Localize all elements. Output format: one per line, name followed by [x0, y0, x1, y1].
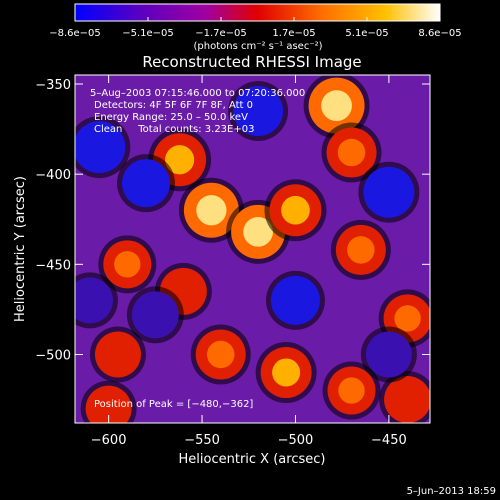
image-blob-core	[374, 178, 403, 207]
y-tick-label: −450	[35, 258, 71, 273]
annotation-energy-range: Energy Range: 25.0 – 50.0 keV	[94, 112, 248, 123]
colorbar	[74, 3, 441, 22]
image-blob-core	[338, 377, 365, 404]
colorbar-ticks: −8.6e−05 −5.1e−05 −1.7e−05 1.7e−05 5.1e−05 8.…	[49, 17, 462, 39]
y-tick-label: −400	[35, 168, 71, 183]
image-blob-core	[77, 287, 103, 314]
image-blob-core	[394, 386, 421, 413]
image-blob-core	[114, 251, 141, 278]
x-tick-label: −450	[371, 433, 407, 448]
x-tick-label: −600	[91, 433, 127, 448]
image-blob-core	[84, 132, 114, 162]
image-blob-core	[244, 97, 272, 125]
colorbar-tick-label: 8.6e−05	[418, 28, 461, 39]
image-blob-core	[105, 341, 131, 368]
colorbar-tick-label: 1.7e−05	[272, 28, 315, 39]
axes: −600 −550 −500 −450 −350 −400 −450 −500	[35, 75, 430, 448]
colorbar-tick-label: −8.6e−05	[49, 28, 101, 39]
y-tick-label: −500	[35, 348, 71, 363]
peak-position-label: Position of Peak = [−480,−362]	[94, 399, 253, 410]
colorbar-tick-label: −5.1e−05	[122, 28, 174, 39]
y-tick-label: −350	[35, 78, 71, 93]
image-blobs	[75, 75, 430, 423]
image-blob-core	[206, 340, 235, 369]
y-axis-label: Heliocentric Y (arcsec)	[13, 176, 28, 322]
image-blob-core	[196, 195, 227, 226]
image-blob-core	[337, 138, 366, 167]
annotation-detectors: Detectors: 4F 5F 6F 7F 8F, Att 0	[94, 100, 253, 111]
image-blob-core	[243, 217, 273, 247]
image-blob-core	[95, 395, 122, 422]
image-blob-core	[394, 305, 421, 332]
x-tick-label: −550	[184, 433, 220, 448]
colorbar-unit-label: (photons cm⁻² s⁻¹ asec⁻²)	[193, 41, 322, 52]
image-area	[75, 75, 430, 423]
colorbar-tick-label: −1.7e−05	[195, 28, 247, 39]
image-blob-core	[281, 286, 309, 314]
colorbar-tick-label: 5.1e−05	[345, 28, 388, 39]
image-blob-core	[132, 169, 160, 197]
annotation-total-counts: Clean Total counts: 3.23E+03	[94, 124, 254, 135]
image-blob-core	[321, 90, 352, 122]
image-blob-core	[376, 341, 402, 368]
plot-frame	[74, 74, 431, 424]
footer-date: 5–Jun–2013 18:59	[407, 486, 496, 497]
image-blob-core	[281, 195, 310, 225]
image-blob-core	[347, 236, 375, 264]
image-blob-core	[142, 301, 169, 328]
x-tick-label: −500	[278, 433, 314, 448]
image-blob-core	[165, 145, 195, 175]
image-blob-core	[272, 358, 301, 387]
chart-title: Reconstructed RHESSI Image	[142, 53, 361, 71]
x-axis-label: Heliocentric X (arcsec)	[179, 452, 326, 467]
annotation-time-range: 5–Aug–2003 07:15:46.000 to 07:20:36.000	[90, 88, 305, 99]
